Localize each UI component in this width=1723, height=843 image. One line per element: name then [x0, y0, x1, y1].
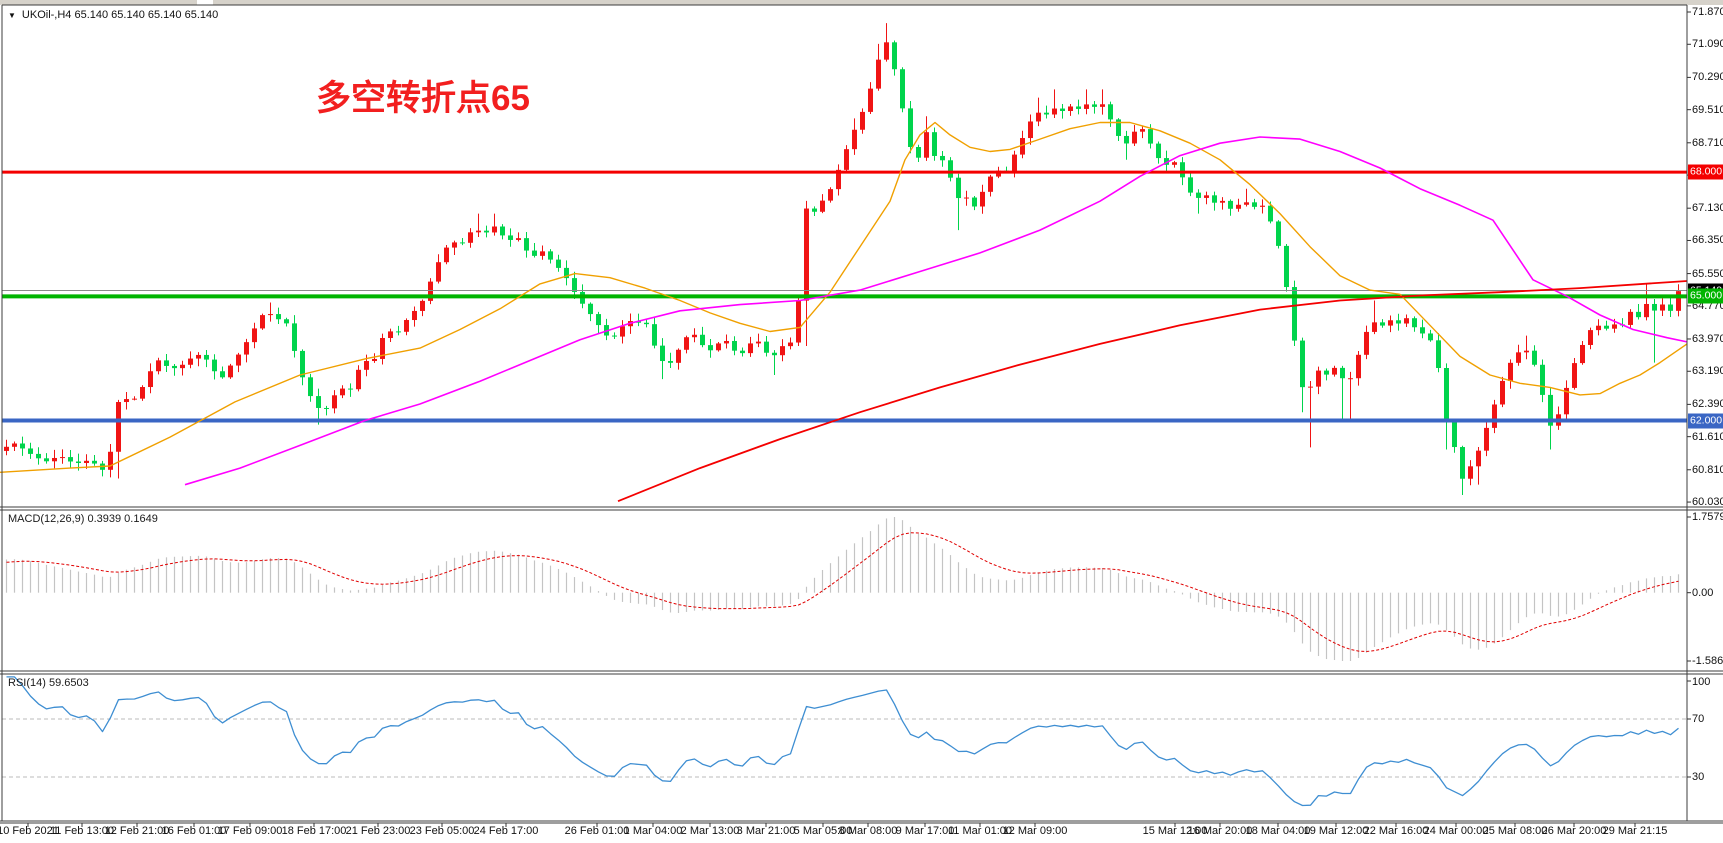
time-tick-label: 19 Mar 12:00 — [1303, 825, 1369, 837]
time-tick-label: 25 Mar 08:00 — [1482, 825, 1548, 837]
time-tick-label: 18 Feb 17:00 — [281, 825, 347, 837]
price-tick-label: 61.610 — [1692, 430, 1723, 443]
time-tick-label: 15 Mar 12:00 — [1142, 825, 1208, 837]
macd-indicator-label: MACD(12,26,9) 0.3939 0.1649 — [8, 513, 158, 525]
symbol-dropdown-icon[interactable]: ▼ — [8, 10, 16, 20]
time-tick-label: 11 Feb 13:00 — [49, 825, 115, 837]
symbol-info: ▼ UKOil-,H4 65.140 65.140 65.140 65.140 — [8, 9, 218, 21]
time-tick-label: 8 Mar 08:00 — [838, 825, 898, 837]
time-tick-label: 1 Mar 04:00 — [623, 825, 683, 837]
time-tick-label: 24 Feb 17:00 — [473, 825, 539, 837]
rsi-axis-label: 30 — [1692, 771, 1705, 783]
price-tick-label: 71.870 — [1692, 6, 1723, 18]
time-tick-label: 5 Mar 05:00 — [793, 825, 853, 837]
rsi-indicator-label: RSI(14) 59.6503 — [8, 677, 89, 689]
price-tick-label: 69.510 — [1692, 103, 1723, 116]
price-tick-label: 65.550 — [1692, 267, 1723, 280]
time-tick-label: 23 Feb 05:00 — [409, 825, 475, 837]
rsi-axis-label: 100 — [1692, 676, 1711, 688]
time-tick-label: 2 Mar 13:00 — [680, 825, 740, 837]
time-tick-label: 22 Mar 16:00 — [1363, 825, 1429, 837]
rsi-axis-label: 70 — [1692, 713, 1705, 725]
symbol-label: UKOil-,H4 65.140 65.140 65.140 65.140 — [21, 9, 219, 21]
time-tick-label: 18 Mar 04:00 — [1245, 825, 1311, 837]
time-tick-label: 11 Mar 01:00 — [947, 825, 1013, 837]
window-top-strip — [0, 0, 1723, 5]
rsi-name: RSI(14) — [8, 677, 46, 689]
rsi-value: 59.6503 — [48, 677, 89, 689]
price-tick-label: 60.030 — [1692, 496, 1723, 509]
time-tick-label: 9 Mar 17:00 — [895, 825, 955, 837]
price-tick-label: 68.710 — [1692, 136, 1723, 149]
ma-fast-orange — [0, 121, 1688, 473]
price-tick-label: 63.190 — [1692, 365, 1723, 378]
time-tick-label: 16 Mar 20:00 — [1187, 825, 1253, 837]
chart-annotation: 多空转折点65 — [316, 79, 530, 118]
time-tick-label: 24 Mar 00:00 — [1423, 825, 1489, 837]
time-tick-label: 12 Mar 09:00 — [1002, 825, 1068, 837]
macd-axis-label: 1.7579 — [1692, 511, 1723, 523]
ma-slow-red — [617, 280, 1688, 503]
price-tick-label: 66.350 — [1692, 234, 1723, 247]
macd-axis-label: 0.00 — [1692, 586, 1714, 599]
time-tick-label: 16 Feb 01:00 — [161, 825, 227, 837]
time-tick-label: 26 Feb 01:00 — [564, 825, 630, 837]
price-tick-label: 70.290 — [1692, 71, 1723, 84]
macd-values: 0.3939 0.1649 — [87, 513, 158, 525]
hline-price-badge: 65.000 — [1688, 288, 1723, 304]
price-tick-label: 60.810 — [1692, 463, 1723, 476]
hline-price-badge: 62.000 — [1688, 413, 1723, 429]
time-tick-label: 26 Mar 20:00 — [1541, 825, 1607, 837]
ma-mid-magenta — [184, 136, 1688, 486]
price-tick-label: 62.390 — [1692, 398, 1723, 411]
time-tick-label: 21 Feb 23:00 — [345, 825, 411, 837]
price-tick-label: 71.090 — [1692, 38, 1723, 51]
top-strip-notch — [197, 0, 213, 5]
time-tick-label: 12 Feb 21:00 — [104, 825, 170, 837]
hline-price-badge: 68.000 — [1688, 164, 1723, 180]
macd-name: MACD(12,26,9) — [8, 513, 85, 525]
time-tick-label: 3 Mar 21:00 — [736, 825, 796, 837]
price-tick-label: 67.130 — [1692, 202, 1723, 215]
price-tick-label: 63.970 — [1692, 332, 1723, 345]
time-tick-label: 29 Mar 21:15 — [1602, 825, 1668, 837]
time-tick-label: 17 Feb 09:00 — [217, 825, 283, 837]
time-tick-label: 10 Feb 2021 — [0, 825, 59, 837]
macd-axis-label: -1.5867 — [1692, 655, 1723, 667]
